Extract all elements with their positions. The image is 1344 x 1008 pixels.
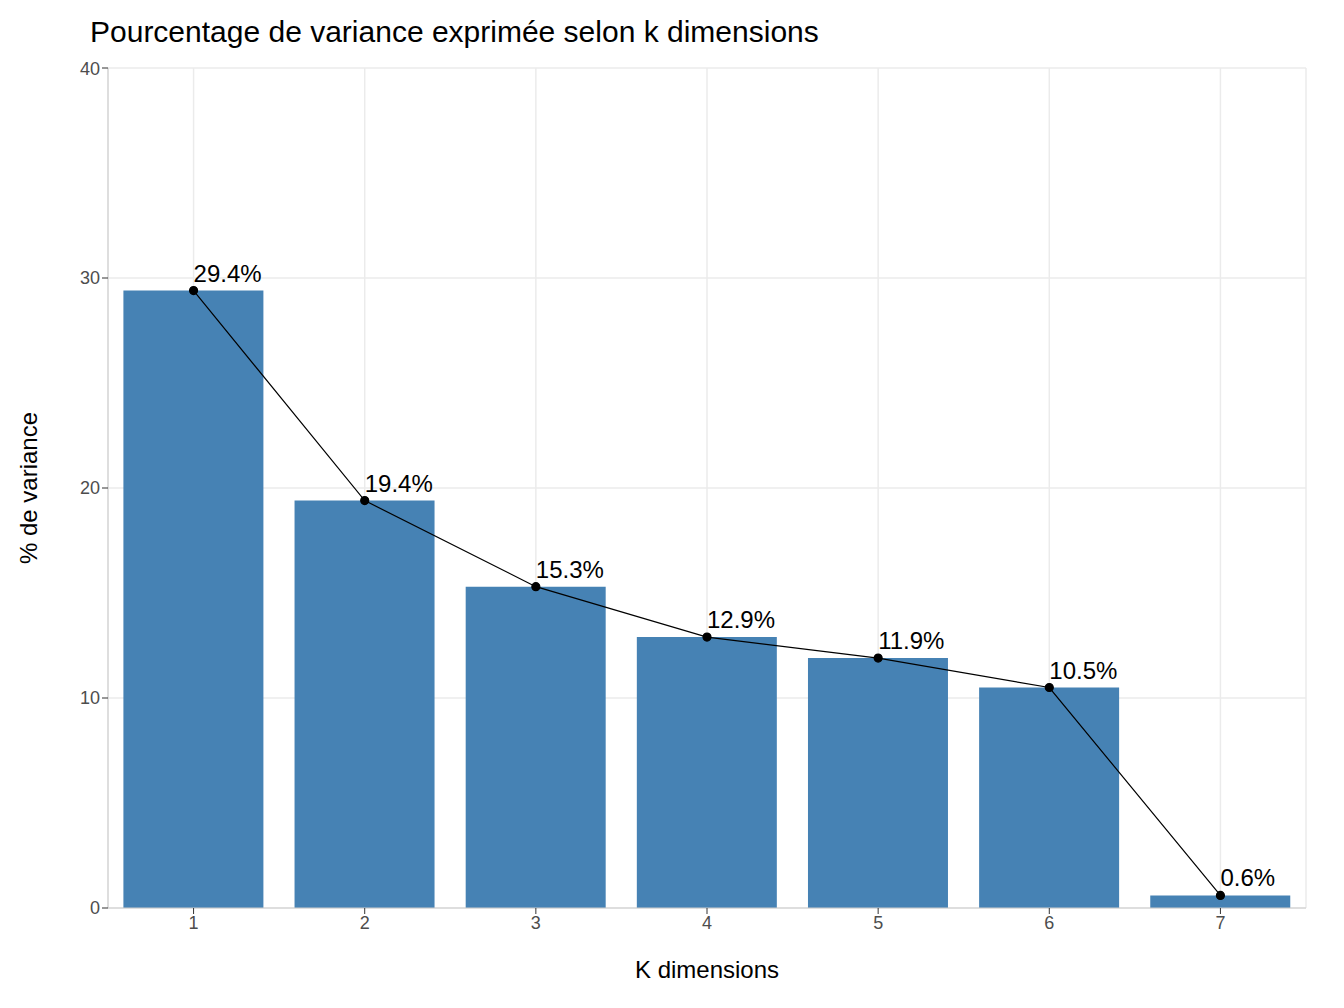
svg-text:7: 7 [1215, 913, 1225, 933]
svg-text:6: 6 [1044, 913, 1054, 933]
svg-text:10.5%: 10.5% [1049, 657, 1117, 684]
svg-text:20: 20 [80, 478, 100, 498]
svg-text:2: 2 [360, 913, 370, 933]
svg-text:3: 3 [531, 913, 541, 933]
svg-text:% de variance: % de variance [15, 412, 42, 564]
svg-text:0: 0 [90, 898, 100, 918]
svg-text:19.4%: 19.4% [365, 470, 433, 497]
svg-text:0.6%: 0.6% [1220, 864, 1275, 891]
svg-text:30: 30 [80, 268, 100, 288]
svg-text:5: 5 [873, 913, 883, 933]
svg-text:10: 10 [80, 688, 100, 708]
svg-text:15.3%: 15.3% [536, 556, 604, 583]
html-text:Pourcentage de variance exprim: Pourcentage de variance exprimée selon k… [90, 15, 819, 48]
svg-text:K dimensions: K dimensions [635, 956, 779, 983]
svg-text:4: 4 [702, 913, 712, 933]
svg-text:40: 40 [80, 59, 100, 79]
svg-text:12.9%: 12.9% [707, 606, 775, 633]
svg-text:1: 1 [189, 913, 199, 933]
svg-text:29.4%: 29.4% [194, 260, 262, 287]
svg-text:11.9%: 11.9% [878, 627, 944, 654]
